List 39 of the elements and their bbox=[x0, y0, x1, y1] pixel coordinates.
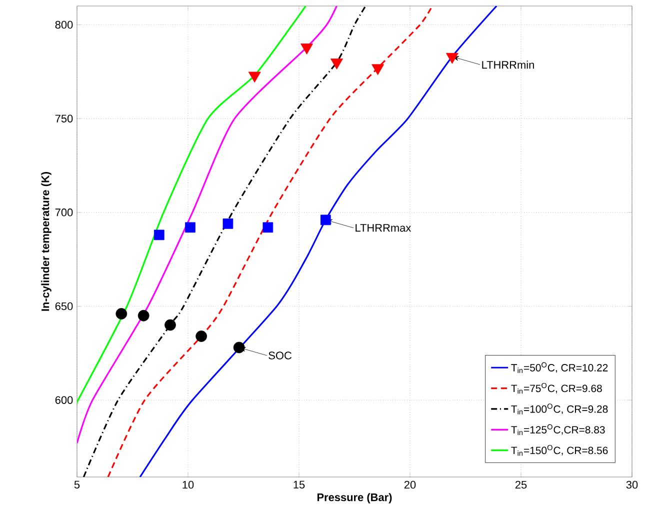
x-tick-label: 25 bbox=[515, 480, 527, 489]
x-tick-label: 20 bbox=[404, 480, 416, 489]
legend-label: T$_{in}$=50$^{O}$C, CR=10.22 bbox=[511, 362, 608, 373]
y-tick-label: 600 bbox=[55, 396, 73, 404]
legend-label: T$_{in}$=75$^{O}$C, CR=9.68 bbox=[511, 382, 602, 394]
point bbox=[154, 230, 164, 240]
point bbox=[196, 330, 207, 342]
point bbox=[372, 64, 384, 76]
point bbox=[116, 308, 128, 320]
x-tick-label: 10 bbox=[182, 480, 194, 489]
x-axis-title: Pressure (Bar) bbox=[317, 493, 392, 504]
x-tick-label: 15 bbox=[294, 480, 305, 488]
annotation: LTHRRmin bbox=[482, 60, 534, 69]
y-tick-label: 750 bbox=[55, 114, 73, 122]
y-axis-title: In-cylinder temperature (K) bbox=[41, 172, 52, 311]
line-series bbox=[77, 6, 338, 444]
annotation: SOC bbox=[268, 352, 292, 360]
line-series bbox=[107, 6, 433, 477]
y-tick-label: 700 bbox=[55, 208, 73, 216]
y-tick-label: 650 bbox=[55, 302, 73, 310]
line-series bbox=[77, 6, 306, 405]
point bbox=[262, 222, 274, 233]
point bbox=[222, 218, 234, 229]
legend-label: T$_{in}$=100$^{O}$C, CR=9.28 bbox=[511, 404, 608, 414]
x-tick-label: 30 bbox=[626, 480, 638, 489]
point bbox=[185, 222, 196, 233]
point bbox=[164, 319, 176, 331]
point bbox=[248, 72, 261, 83]
x-tick-label: 5 bbox=[74, 480, 80, 488]
legend-label: T$_{in}$=150$^{O}$C, CR=8.56 bbox=[511, 444, 608, 456]
point bbox=[330, 58, 343, 70]
annotation: LTHRRmax bbox=[356, 224, 412, 232]
point bbox=[320, 214, 331, 226]
point bbox=[233, 342, 245, 354]
point bbox=[138, 310, 150, 322]
point bbox=[446, 52, 458, 64]
point bbox=[300, 44, 314, 54]
y-tick-label: 800 bbox=[55, 20, 73, 29]
legend-label: T$_{in}$=125$^{O}$C,CR=8.83 bbox=[511, 424, 605, 436]
